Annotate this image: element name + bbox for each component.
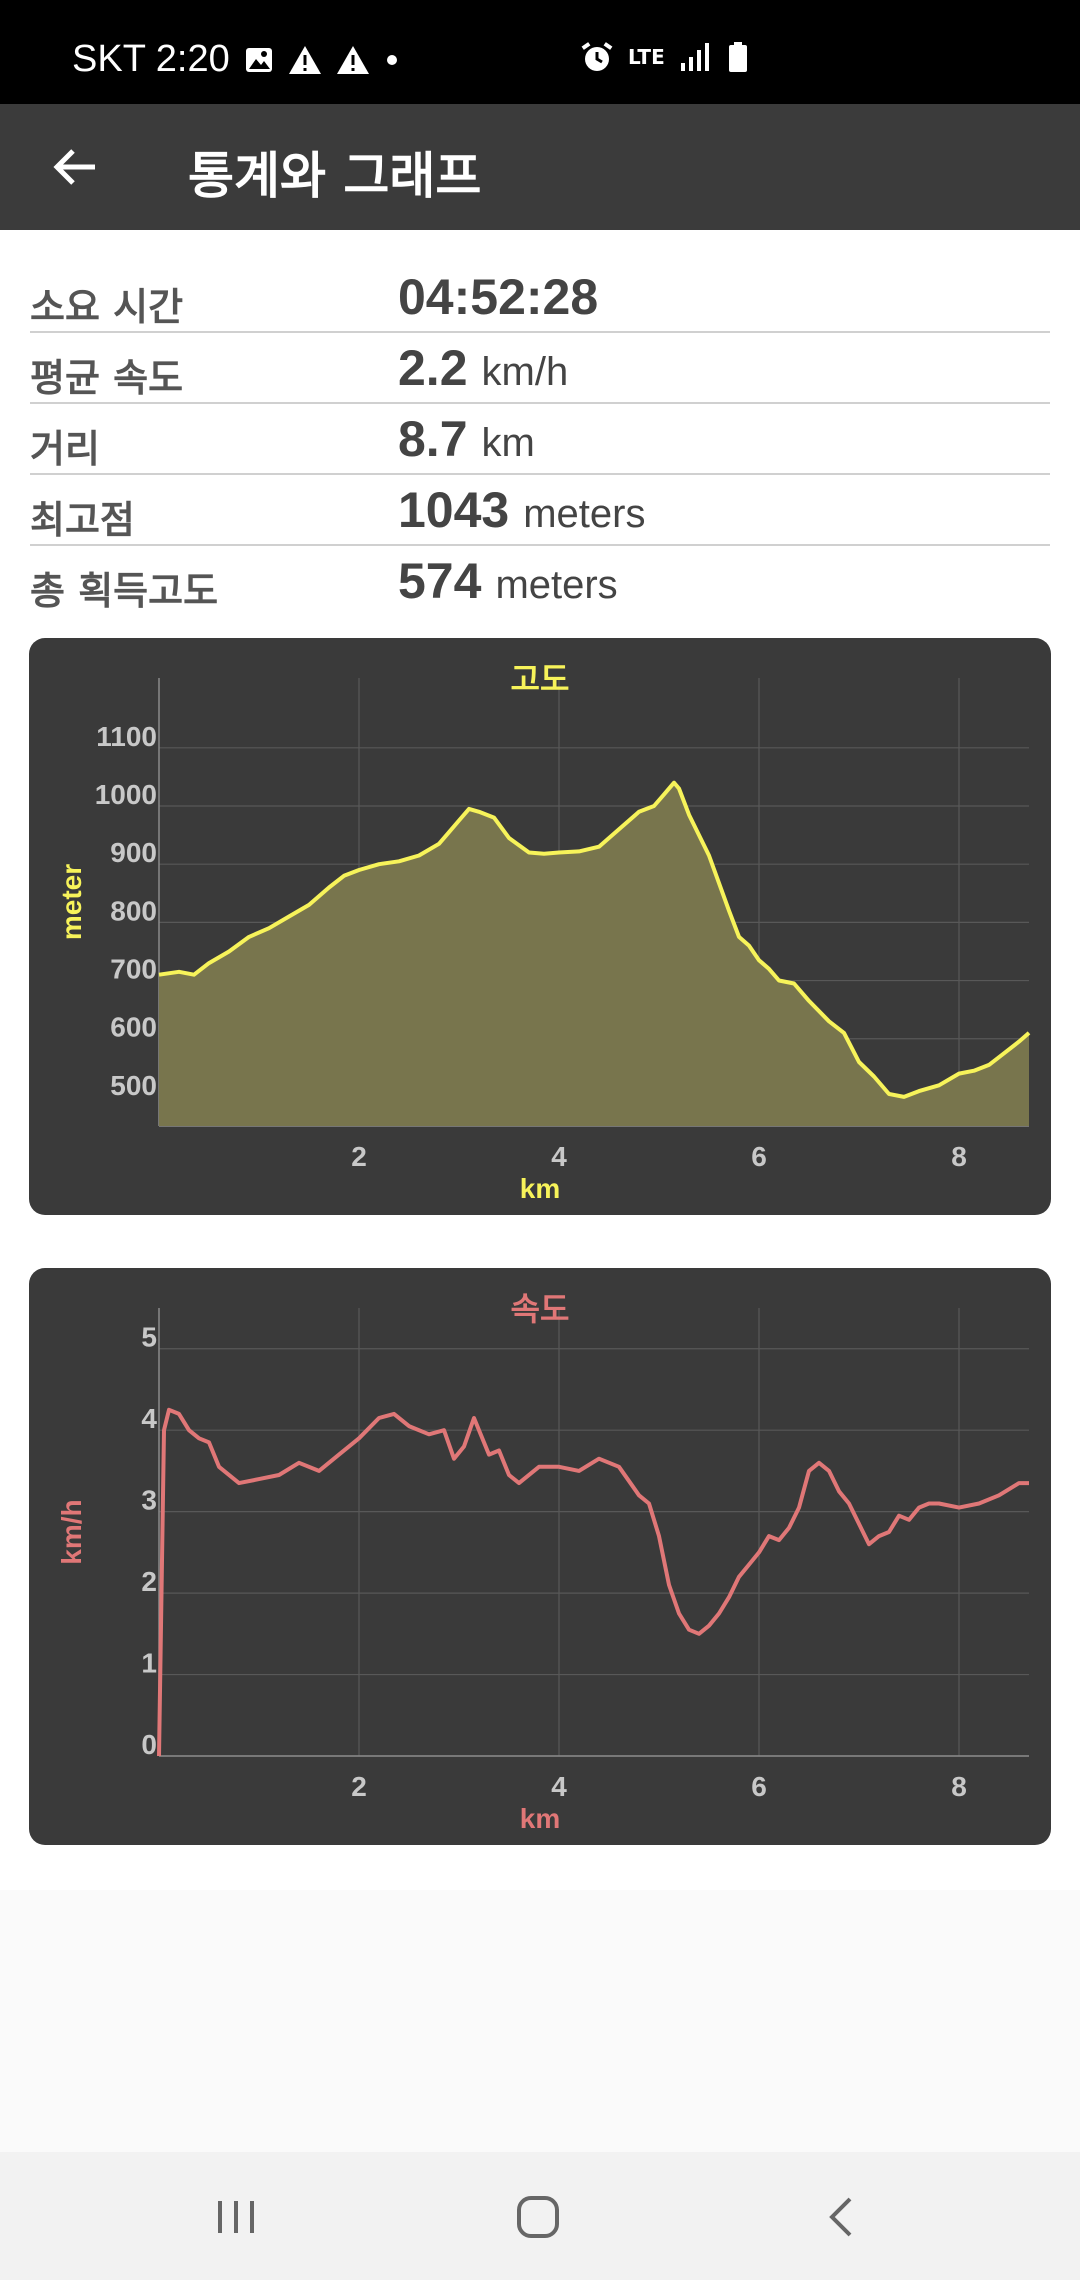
stat-label: 최고점 bbox=[30, 498, 135, 542]
x-tick-label: 8 bbox=[951, 1141, 967, 1172]
x-axis-label: km bbox=[520, 1803, 560, 1834]
recent-apps-icon bbox=[218, 2201, 254, 2233]
stat-row-avg-speed: 평균 속도 2.2 km/h bbox=[30, 333, 1050, 404]
x-tick-label: 2 bbox=[351, 1771, 367, 1802]
stat-row-total-ascent: 총 획득고도 574 meters bbox=[30, 546, 1050, 617]
y-tick-label: 600 bbox=[110, 1012, 157, 1043]
y-tick-label: 900 bbox=[110, 837, 157, 868]
y-tick-label: 5 bbox=[141, 1322, 157, 1353]
elevation-line bbox=[158, 780, 1031, 1099]
y-tick-label: 2 bbox=[141, 1566, 157, 1597]
stat-label: 총 획득고도 bbox=[30, 569, 219, 613]
signal-icon bbox=[680, 43, 709, 71]
y-axis-label: km/h bbox=[56, 1499, 87, 1564]
speed-chart: 0 1 2 3 4 5 2 4 6 8 속도 km km/h bbox=[56, 1290, 1029, 1834]
page-title: 통계와 그래프 bbox=[188, 147, 482, 205]
speed-chart-card[interactable]: 0 1 2 3 4 5 2 4 6 8 속도 km km/h bbox=[29, 1268, 1051, 1845]
x-tick-label: 4 bbox=[551, 1771, 567, 1802]
y-tick-label: 1100 bbox=[96, 721, 157, 752]
y-tick-label: 0 bbox=[141, 1729, 157, 1760]
system-nav-bar bbox=[0, 2152, 1080, 2280]
stat-value: 2.2 bbox=[398, 340, 468, 396]
app-bar: 통계와 그래프 bbox=[0, 104, 1080, 230]
y-tick-label: 1000 bbox=[95, 779, 157, 810]
x-tick-label: 6 bbox=[751, 1141, 767, 1172]
stat-unit: km bbox=[481, 421, 535, 465]
x-tick-label: 2 bbox=[351, 1141, 367, 1172]
chart-title: 고도 bbox=[511, 660, 570, 698]
x-tick-label: 4 bbox=[551, 1141, 567, 1172]
dot-icon bbox=[386, 54, 397, 65]
warning-icon bbox=[288, 45, 321, 74]
nav-back-button[interactable] bbox=[800, 2182, 880, 2252]
home-icon bbox=[517, 2196, 559, 2238]
elevation-chart-card[interactable]: 500 600 700 800 900 1000 1100 2 4 6 8 고도 km meter bbox=[29, 638, 1051, 1215]
stat-row-distance: 거리 8.7 km bbox=[30, 404, 1050, 475]
stat-value: 8.7 bbox=[398, 411, 468, 467]
x-tick-label: 6 bbox=[751, 1771, 767, 1802]
elevation-area bbox=[159, 782, 1029, 1126]
carrier-time: SKT 2:20 bbox=[72, 38, 230, 80]
y-tick-label: 1 bbox=[141, 1648, 157, 1679]
stat-value: 04:52:28 bbox=[398, 269, 599, 325]
stat-unit: meters bbox=[523, 492, 646, 536]
stats-content: 소요 시간 04:52:28 평균 속도 2.2 km/h 거리 8.7 km 최고… bbox=[0, 230, 1080, 1890]
status-bar: SKT 2:20 LTE bbox=[0, 0, 1080, 104]
home-button[interactable] bbox=[498, 2182, 578, 2252]
battery-icon bbox=[728, 42, 747, 72]
back-button[interactable] bbox=[40, 134, 110, 200]
stat-unit: km/h bbox=[481, 350, 569, 394]
y-tick-label: 800 bbox=[110, 895, 157, 926]
arrow-left-icon bbox=[53, 149, 95, 185]
y-tick-label: 3 bbox=[141, 1485, 157, 1516]
speed-line bbox=[157, 1407, 1029, 1757]
warning-icon bbox=[336, 45, 369, 74]
y-tick-label: 500 bbox=[110, 1070, 157, 1101]
stats-table: 소요 시간 04:52:28 평균 속도 2.2 km/h 거리 8.7 km 최고… bbox=[30, 262, 1050, 617]
y-axis-label: meter bbox=[56, 864, 87, 940]
stat-row-highest-point: 최고점 1043 meters bbox=[30, 475, 1050, 546]
y-tick-label: 700 bbox=[110, 954, 157, 985]
alarm-icon bbox=[581, 42, 613, 71]
recent-apps-button[interactable] bbox=[196, 2182, 276, 2252]
image-icon bbox=[245, 47, 272, 72]
back-icon bbox=[829, 2197, 852, 2237]
lte-icon: LTE bbox=[628, 45, 665, 69]
elevation-chart: 500 600 700 800 900 1000 1100 2 4 6 8 고도 km meter bbox=[56, 660, 1031, 1204]
chart-title: 속도 bbox=[511, 1290, 570, 1328]
stat-label: 거리 bbox=[30, 427, 100, 471]
stat-value: 574 bbox=[398, 553, 482, 609]
stat-value: 1043 bbox=[398, 482, 510, 538]
y-tick-label: 4 bbox=[141, 1403, 157, 1434]
stat-row-duration: 소요 시간 04:52:28 bbox=[30, 262, 1050, 333]
stat-unit: meters bbox=[495, 563, 618, 607]
x-axis-label: km bbox=[520, 1173, 560, 1204]
stat-label: 소요 시간 bbox=[30, 285, 184, 329]
x-tick-label: 8 bbox=[951, 1771, 967, 1802]
stat-label: 평균 속도 bbox=[30, 356, 184, 400]
